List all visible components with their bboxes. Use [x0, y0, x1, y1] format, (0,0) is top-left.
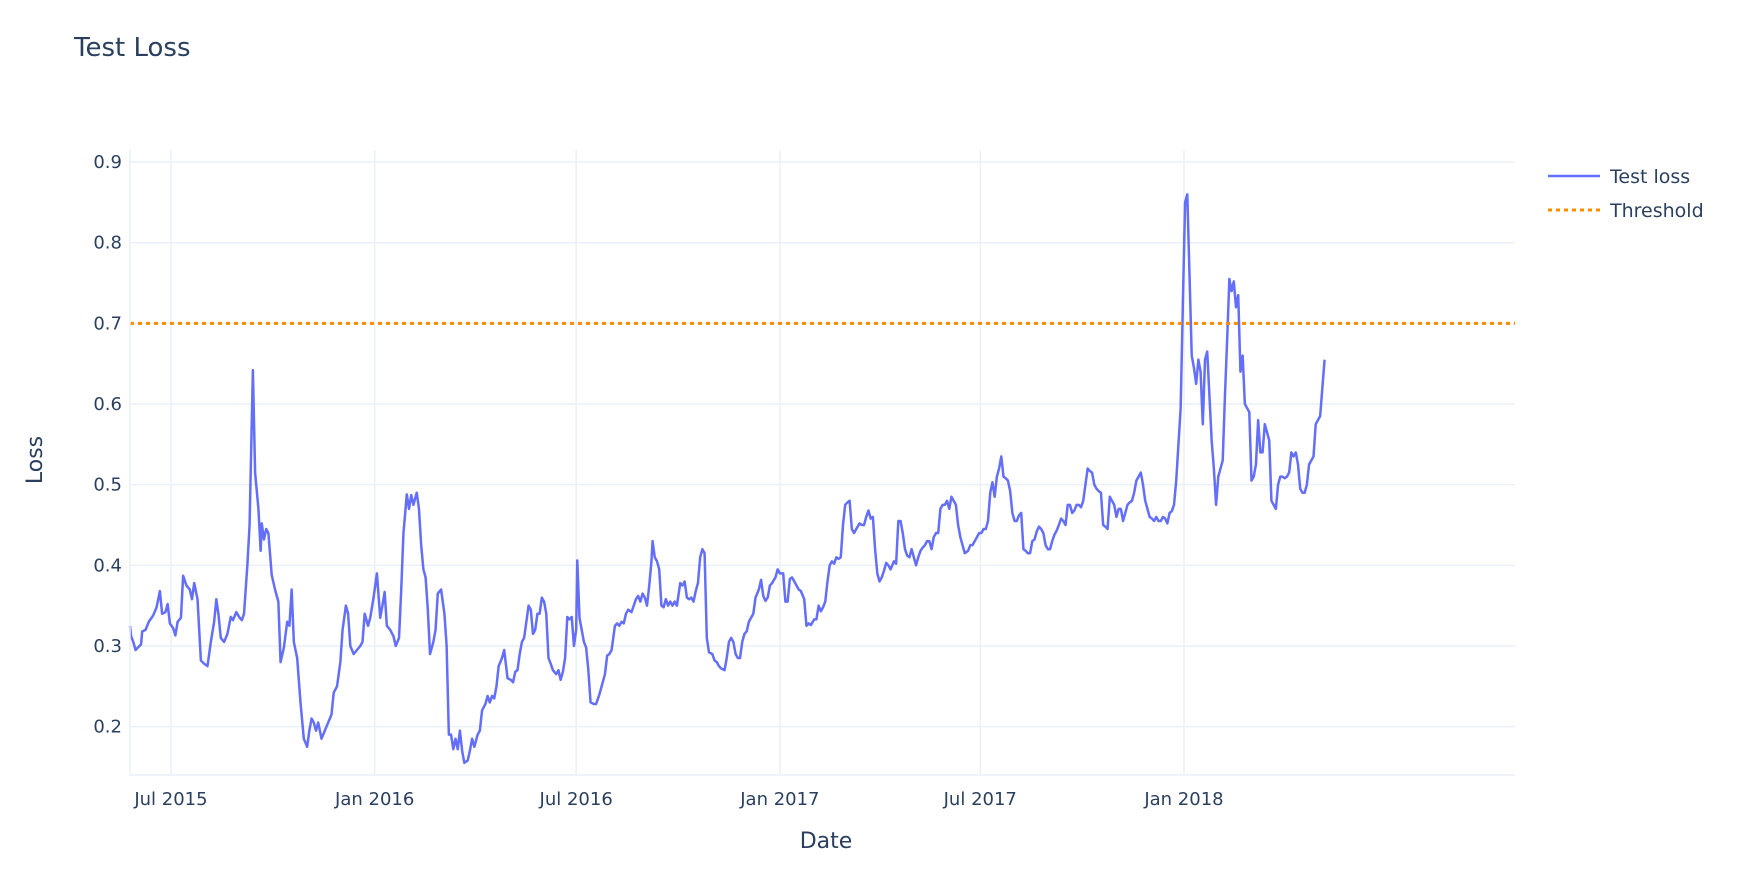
grid: [130, 150, 1515, 775]
x-axis-title: Date: [800, 829, 853, 854]
y-tick-label: 0.8: [93, 233, 122, 254]
y-tick-label: 0.3: [93, 636, 122, 657]
y-tick-label: 0.9: [93, 152, 122, 173]
legend-label[interactable]: Threshold: [1609, 200, 1704, 222]
legend-label[interactable]: Test loss: [1609, 166, 1690, 188]
chart-title: Test Loss: [73, 33, 191, 63]
y-tick-label: 0.7: [93, 313, 122, 334]
series-layer: [128, 193, 1515, 765]
x-tick-label: Jan 2017: [739, 789, 819, 810]
x-tick-label: Jul 2017: [943, 789, 1017, 810]
x-tick-label: Jan 2018: [1143, 789, 1223, 810]
x-tick-label: Jan 2016: [334, 789, 414, 810]
legend: Test loss Threshold: [1548, 166, 1704, 222]
y-tick-label: 0.4: [93, 555, 122, 576]
y-tick-label: 0.6: [93, 394, 122, 415]
series-line-test-loss: [128, 193, 1326, 765]
x-tick-label: Jul 2016: [539, 789, 613, 810]
axes: 0.2 0.3 0.4 0.5 0.6 0.7 0.8 0.9 Jul 2015 Jan 2016…: [93, 150, 1515, 810]
y-axis-title: Loss: [23, 436, 48, 484]
x-tick-label: Jul 2015: [133, 789, 207, 810]
y-tick-label: 0.2: [93, 717, 122, 738]
y-tick-label: 0.5: [93, 475, 122, 496]
